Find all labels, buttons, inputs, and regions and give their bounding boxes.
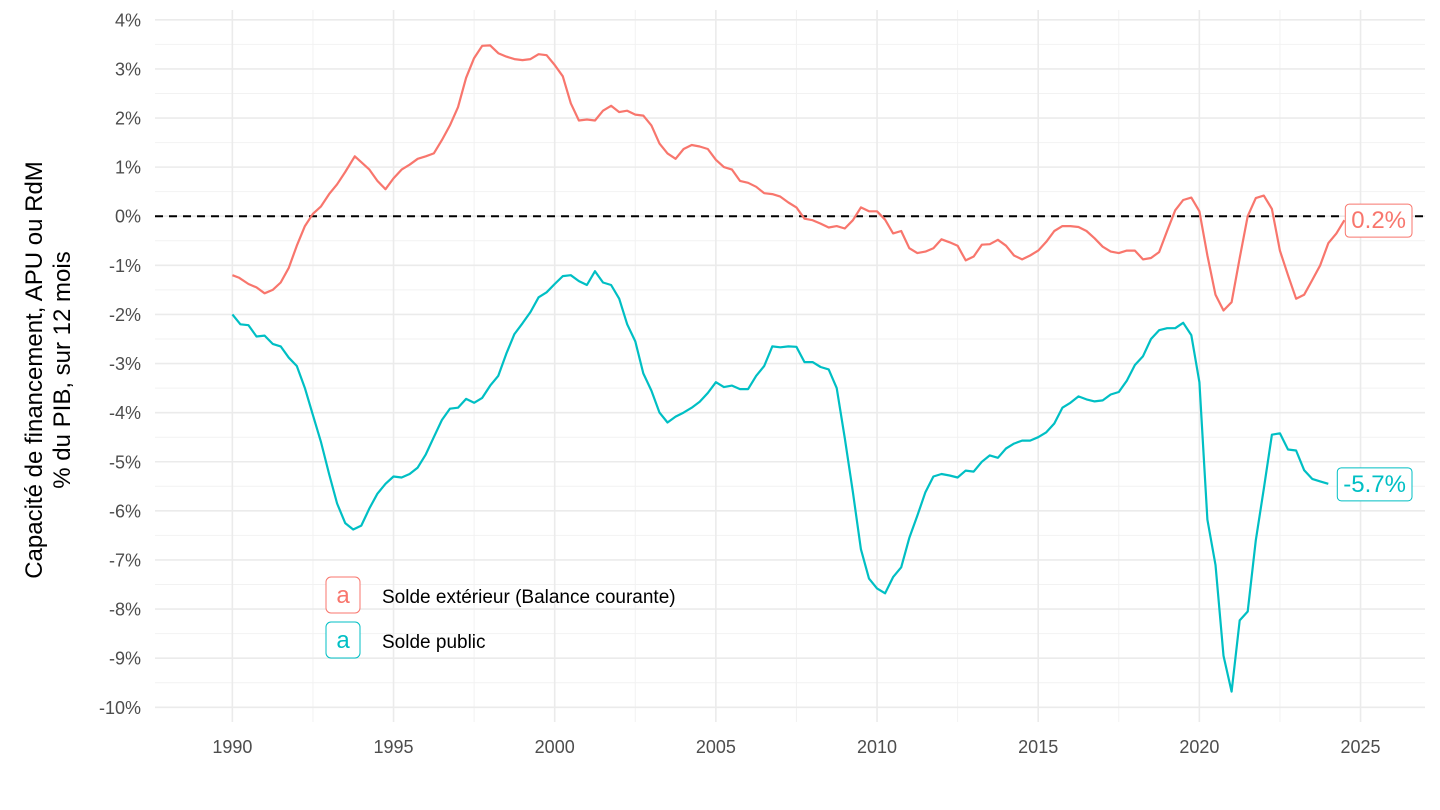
- legend-item-solde-exterieur: a Solde extérieur (Balance courante): [325, 576, 676, 614]
- legend-key-symbol-solde-exterieur: a: [336, 582, 350, 609]
- y-tick-label: 1%: [115, 158, 141, 178]
- x-tick-label: 1995: [374, 737, 414, 757]
- legend-key-solde-exterieur: [325, 576, 361, 614]
- end-label-0: 0.2%: [1344, 203, 1413, 238]
- minor-gridlines: [155, 10, 1425, 722]
- x-axis-ticks: 1990 1995 2000 2005 2010 2015 2020 2025: [212, 737, 1380, 757]
- y-tick-label: -5%: [109, 452, 141, 472]
- y-tick-label: 0%: [115, 207, 141, 227]
- x-tick-label: 2010: [857, 737, 897, 757]
- y-tick-label: -7%: [109, 550, 141, 570]
- legend-label-solde-public: Solde public: [382, 632, 486, 653]
- major-gridlines: [155, 10, 1425, 722]
- y-tick-label: -10%: [99, 698, 141, 718]
- y-tick-label: -1%: [109, 256, 141, 276]
- y-axis-title-line1: Capacité de financement, APU ou RdM: [21, 161, 48, 579]
- end-label-1: -5.7%: [1336, 467, 1413, 502]
- x-tick-label: 1990: [212, 737, 252, 757]
- x-tick-label: 2020: [1179, 737, 1219, 757]
- x-tick-label: 2025: [1341, 737, 1381, 757]
- legend: a Solde extérieur (Balance courante) a S…: [325, 576, 676, 659]
- end-label-text: -5.7%: [1343, 471, 1406, 498]
- y-tick-label: -9%: [109, 649, 141, 669]
- x-tick-label: 2005: [696, 737, 736, 757]
- series-layer: [231, 44, 1346, 693]
- y-tick-label: 3%: [115, 59, 141, 79]
- y-tick-label: 2%: [115, 109, 141, 129]
- series-line-0: [232, 44, 1346, 312]
- x-tick-label: 2015: [1018, 737, 1058, 757]
- end-labels: 0.2% -5.7%: [1336, 203, 1413, 502]
- y-tick-label: -4%: [109, 403, 141, 423]
- end-label-box: [1336, 467, 1413, 502]
- end-label-box: [1344, 203, 1413, 238]
- legend-key-symbol-solde-public: a: [336, 627, 350, 654]
- y-tick-label: 4%: [115, 10, 141, 30]
- y-axis-title-line2: % du PIB, sur 12 mois: [49, 251, 76, 488]
- y-tick-label: -8%: [109, 600, 141, 620]
- y-tick-label: -2%: [109, 305, 141, 325]
- y-axis-ticks: 4% 3% 2% 1% 0% -1% -2% -3% -4% -5% -6% -7% -8% -9% -10…: [99, 10, 141, 717]
- legend-key-solde-public: [325, 621, 361, 659]
- x-tick-label: 2000: [535, 737, 575, 757]
- y-tick-label: -6%: [109, 501, 141, 521]
- legend-item-solde-public: a Solde public: [325, 621, 486, 659]
- end-label-text: 0.2%: [1351, 207, 1406, 234]
- series-line-1: [231, 270, 1329, 693]
- y-tick-label: -3%: [109, 354, 141, 374]
- legend-label-solde-exterieur: Solde extérieur (Balance courante): [382, 587, 676, 608]
